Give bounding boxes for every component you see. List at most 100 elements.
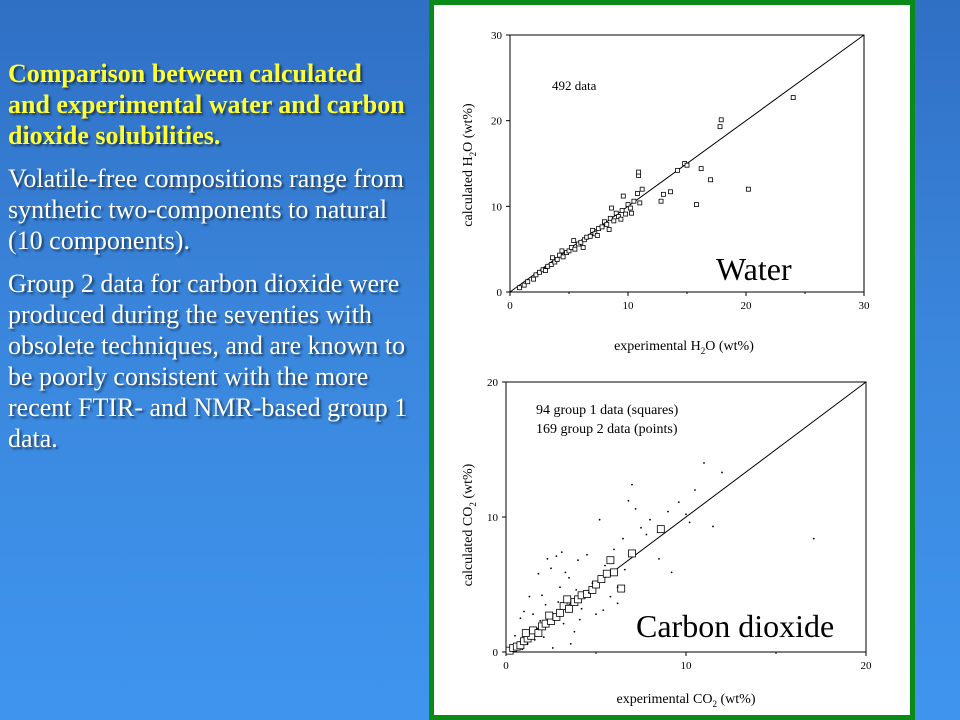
co2-point-mark bbox=[544, 603, 547, 606]
co2-point-mark bbox=[623, 568, 626, 571]
co2-point-mark bbox=[591, 582, 594, 585]
co2-point-mark bbox=[541, 594, 543, 597]
water-square-mark bbox=[599, 224, 605, 230]
water-square-mark bbox=[550, 255, 555, 261]
co2-point-mark bbox=[557, 601, 560, 603]
co2-point-mark bbox=[523, 610, 525, 613]
co2-point-mark bbox=[550, 567, 552, 570]
water-square-mark bbox=[587, 233, 593, 239]
co2-point-mark bbox=[604, 564, 606, 567]
co2-point-mark bbox=[555, 555, 558, 558]
co2-square-mark bbox=[606, 556, 615, 565]
co2-point-mark bbox=[562, 622, 565, 625]
co2-point-mark bbox=[560, 551, 563, 553]
chart-panel: 0 10 20 30 0 10 20 30 492 data Water experiment… bbox=[429, 0, 915, 720]
co2-ytick-label: 20 bbox=[487, 377, 499, 389]
water-ytick-label: 10 bbox=[491, 201, 503, 213]
water-square-mark bbox=[611, 218, 617, 224]
water-ylabel: calculated H2O (wt%) bbox=[461, 103, 478, 227]
co2-point-mark bbox=[613, 548, 615, 551]
co2-point-mark bbox=[532, 613, 534, 616]
co2-square-mark bbox=[592, 580, 600, 589]
co2-annotation-group1: 94 group 1 data (squares) bbox=[536, 403, 679, 418]
co2-xlabel: experimental CO2 (wt%) bbox=[616, 692, 755, 709]
water-xlabel: experimental H2O (wt%) bbox=[614, 339, 754, 356]
water-square-mark bbox=[543, 268, 548, 273]
water-square-mark bbox=[637, 200, 643, 206]
co2-square-mark bbox=[545, 611, 554, 620]
water-square-mark bbox=[548, 262, 554, 267]
co2-point-mark bbox=[634, 508, 637, 510]
water-xtick-label: 30 bbox=[859, 300, 871, 312]
water-square-mark bbox=[560, 254, 566, 260]
water-square-mark bbox=[745, 186, 751, 192]
water-square-mark bbox=[604, 221, 610, 227]
co2-point-mark bbox=[546, 557, 549, 560]
co2-square-mark bbox=[610, 568, 618, 577]
paragraph-group2: Group 2 data for carbon dioxide were pro… bbox=[8, 269, 408, 453]
co2-point-mark bbox=[667, 510, 669, 513]
water-square-mark bbox=[618, 216, 624, 222]
co2-ytick-label: 0 bbox=[493, 647, 499, 659]
water-square-mark bbox=[571, 238, 577, 244]
co2-square-mark bbox=[565, 604, 573, 613]
water-square-mark bbox=[684, 162, 690, 168]
water-square-mark bbox=[639, 186, 645, 192]
co2-square-mark bbox=[602, 569, 611, 578]
co2-square-mark bbox=[556, 608, 564, 617]
co2-square-mark bbox=[656, 525, 665, 534]
co2-annotation-group2: 169 group 2 data (points) bbox=[536, 422, 678, 437]
co2-point-mark bbox=[616, 602, 619, 605]
co2-point-mark bbox=[551, 647, 554, 649]
water-ytick-label: 20 bbox=[491, 116, 503, 128]
heading-text: Comparison between calculated and experi… bbox=[8, 59, 405, 150]
water-chart-label: Water bbox=[716, 251, 792, 287]
water-square-mark bbox=[658, 198, 664, 204]
co2-point-mark bbox=[640, 526, 642, 529]
co2-point-mark bbox=[578, 618, 581, 621]
water-square-mark bbox=[580, 245, 586, 250]
water-square-mark bbox=[629, 210, 634, 216]
co2-ylabel: calculated CO2 (wt%) bbox=[461, 463, 478, 586]
water-square-mark bbox=[609, 205, 614, 211]
co2-point-mark bbox=[645, 533, 648, 536]
water-square-mark bbox=[668, 189, 673, 195]
co2-point-mark bbox=[519, 617, 522, 620]
co2-square-mark bbox=[583, 590, 591, 598]
co2-point-mark bbox=[598, 518, 601, 521]
co2-xtick-label: 10 bbox=[681, 660, 693, 672]
water-square-mark bbox=[660, 191, 666, 197]
co2-point-mark bbox=[526, 643, 529, 645]
water-square-mark bbox=[572, 246, 578, 252]
water-square-mark bbox=[537, 269, 542, 275]
water-square-mark bbox=[620, 193, 626, 199]
paragraph-compositions: Volatile-free compositions range from sy… bbox=[8, 164, 404, 255]
co2-point-mark bbox=[694, 489, 696, 491]
co2-point-mark bbox=[616, 586, 619, 589]
co2-point-mark bbox=[573, 630, 576, 633]
co2-point-mark bbox=[812, 537, 815, 540]
co2-point-mark bbox=[685, 513, 687, 516]
water-square-mark bbox=[718, 117, 724, 123]
water-square-mark bbox=[698, 166, 704, 172]
co2-point-mark bbox=[602, 609, 605, 612]
charts-svg: 0 10 20 30 0 10 20 30 492 data Water experiment… bbox=[461, 30, 872, 709]
water-square-mark bbox=[631, 198, 637, 204]
co2-point-mark bbox=[539, 620, 542, 622]
co2-point-mark bbox=[569, 643, 572, 645]
co2-point-mark bbox=[712, 525, 714, 528]
water-square-mark bbox=[578, 239, 584, 245]
water-annotation: 492 data bbox=[552, 78, 597, 93]
co2-square-mark bbox=[628, 549, 636, 558]
co2-point-mark bbox=[542, 636, 545, 639]
water-square-mark bbox=[708, 177, 714, 183]
co2-xtick-label: 0 bbox=[503, 660, 509, 672]
co2-point-mark bbox=[537, 572, 540, 575]
water-ytick-label: 0 bbox=[497, 287, 503, 299]
co2-point-mark bbox=[677, 501, 680, 504]
water-square-mark bbox=[635, 191, 640, 196]
co2-point-mark bbox=[670, 571, 673, 574]
text-column: Comparison between calculated and experi… bbox=[8, 58, 408, 466]
co2-square-mark bbox=[534, 629, 543, 637]
co2-point-mark bbox=[577, 559, 579, 562]
